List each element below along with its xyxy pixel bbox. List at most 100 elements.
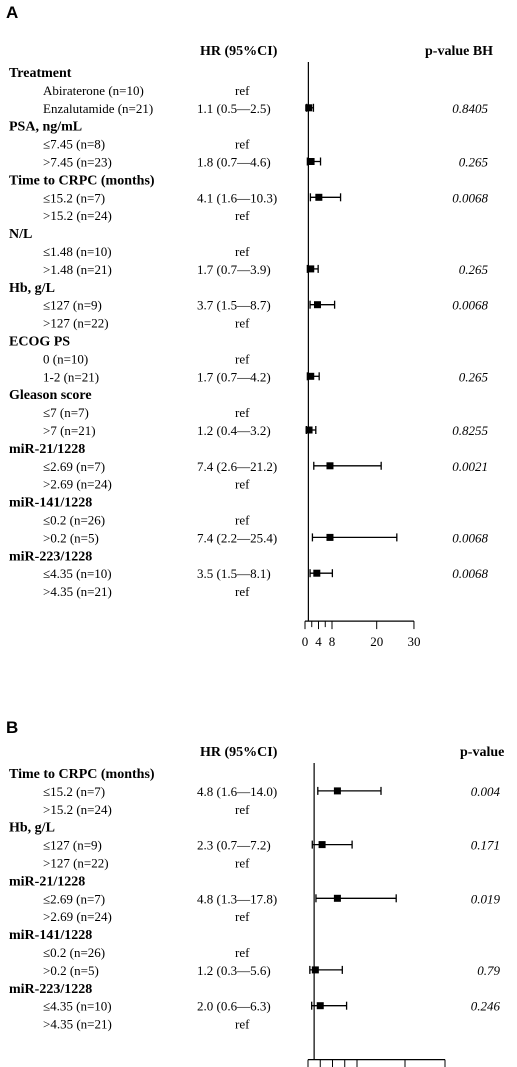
row-label: Abiraterone (n=10) — [43, 83, 144, 98]
x-tick-label: 8 — [329, 634, 336, 649]
p-value: 0.0068 — [452, 298, 488, 313]
group-label: ECOG PS — [9, 335, 70, 350]
ref-label: ref — [235, 208, 250, 223]
ref-label: ref — [235, 137, 250, 152]
p-value: 0.0068 — [452, 530, 488, 545]
group-label: miR-141/1228 — [9, 496, 92, 511]
p-value: 0.0068 — [452, 190, 488, 205]
panel-a-p-header: p-value BH — [425, 44, 494, 59]
row-label: ≤2.69 (n=7) — [43, 459, 105, 474]
row-label: ≤2.69 (n=7) — [43, 891, 105, 906]
x-tick-label: 0 — [302, 634, 309, 649]
ref-label: ref — [235, 802, 250, 817]
hr-ci-label: 1.7 (0.7—4.2) — [197, 369, 271, 384]
hr-ci-label: 1.8 (0.7—4.6) — [197, 155, 271, 170]
p-value: 0.265 — [459, 369, 489, 384]
p-value: 0.0068 — [452, 566, 488, 581]
ref-label: ref — [235, 244, 250, 259]
group-label: miR-223/1228 — [9, 982, 92, 997]
hr-ci-label: 3.7 (1.5—8.7) — [197, 298, 271, 313]
ref-label: ref — [235, 1017, 250, 1032]
row-label: >2.69 (n=24) — [43, 909, 112, 924]
row-label: >0.2 (n=5) — [43, 530, 99, 545]
row-label: >4.35 (n=21) — [43, 584, 112, 599]
row-label: >1.48 (n=21) — [43, 262, 112, 277]
row-label: >0.2 (n=5) — [43, 963, 99, 978]
row-label: >15.2 (n=24) — [43, 802, 112, 817]
hr-ci-label: 2.0 (0.6—6.3) — [197, 999, 271, 1014]
hr-point — [307, 372, 315, 380]
hr-point — [313, 301, 321, 309]
row-label: ≤4.35 (n=10) — [43, 566, 112, 581]
group-label: Hb, g/L — [9, 821, 55, 836]
group-label: PSA, ng/mL — [9, 120, 82, 135]
hr-ci-label: 7.4 (2.6—21.2) — [197, 459, 277, 474]
row-label: 0 (n=10) — [43, 351, 88, 366]
hr-point — [333, 787, 341, 795]
panel-b-p-header: p-value — [460, 745, 505, 760]
hr-point — [326, 533, 334, 541]
ref-label: ref — [235, 584, 250, 599]
group-label: miR-141/1228 — [9, 928, 92, 943]
row-label: ≤127 (n=9) — [43, 298, 102, 313]
hr-ci-label: 7.4 (2.2—25.4) — [197, 530, 277, 545]
x-tick-label: 30 — [407, 634, 420, 649]
hr-ci-label: 1.2 (0.4—3.2) — [197, 423, 271, 438]
row-label: >15.2 (n=24) — [43, 208, 112, 223]
hr-point — [305, 104, 313, 112]
p-value: 0.265 — [459, 262, 489, 277]
hr-point — [313, 569, 321, 577]
hr-ci-label: 4.8 (1.6—14.0) — [197, 784, 277, 799]
row-label: ≤0.2 (n=26) — [43, 945, 105, 960]
group-label: miR-21/1228 — [9, 874, 85, 889]
row-label: ≤1.48 (n=10) — [43, 244, 112, 259]
hr-point — [326, 462, 334, 470]
hr-point — [318, 841, 326, 849]
p-value: 0.246 — [471, 999, 501, 1014]
group-label: Time to CRPC (months) — [9, 767, 155, 782]
x-tick-label: 4 — [315, 634, 322, 649]
ref-label: ref — [235, 513, 250, 528]
group-label: miR-21/1228 — [9, 442, 85, 457]
hr-point — [333, 894, 341, 902]
hr-point — [315, 193, 323, 201]
p-value: 0.265 — [459, 155, 489, 170]
row-label: >7 (n=21) — [43, 423, 96, 438]
panel-b-hr-header: HR (95%CI) — [200, 745, 278, 760]
row-label: >7.45 (n=23) — [43, 155, 112, 170]
ref-label: ref — [235, 945, 250, 960]
panel-a-label: A — [6, 3, 19, 22]
hr-point — [307, 265, 315, 273]
row-label: ≤7 (n=7) — [43, 405, 89, 420]
ref-label: ref — [235, 351, 250, 366]
row-label: ≤4.35 (n=10) — [43, 999, 112, 1014]
row-label: Enzalutamide (n=21) — [43, 101, 153, 116]
hr-ci-label: 1.2 (0.3—5.6) — [197, 963, 271, 978]
group-label: miR-223/1228 — [9, 549, 92, 564]
row-label: ≤15.2 (n=7) — [43, 190, 105, 205]
row-label: >127 (n=22) — [43, 856, 109, 871]
group-label: Hb, g/L — [9, 281, 55, 296]
ref-label: ref — [235, 316, 250, 331]
group-label: Treatment — [9, 66, 72, 81]
p-value: 0.004 — [471, 784, 501, 799]
row-label: ≤0.2 (n=26) — [43, 513, 105, 528]
hr-ci-label: 2.3 (0.7—7.2) — [197, 838, 271, 853]
p-value: 0.019 — [471, 891, 501, 906]
p-value: 0.8255 — [452, 423, 488, 438]
group-label: N/L — [9, 227, 32, 242]
row-label: >127 (n=22) — [43, 316, 109, 331]
group-label: Time to CRPC (months) — [9, 173, 155, 188]
row-label: ≤15.2 (n=7) — [43, 784, 105, 799]
hr-ci-label: 4.8 (1.3—17.8) — [197, 891, 277, 906]
p-value: 0.79 — [477, 963, 500, 978]
group-label: Gleason score — [9, 388, 92, 403]
p-value: 0.0021 — [452, 459, 488, 474]
panel-b-forest-plot: Time to CRPC (months) ≤15.2 (n=7) 4.8 (1.6… — [9, 763, 501, 1067]
panel-a-forest-plot: Treatment Abiraterone (n=10) ref Enzalutami… — [9, 62, 489, 649]
ref-label: ref — [235, 405, 250, 420]
ref-label: ref — [235, 909, 250, 924]
row-label: >2.69 (n=24) — [43, 477, 112, 492]
panel-b-label: B — [6, 718, 19, 737]
hr-point — [311, 966, 319, 974]
